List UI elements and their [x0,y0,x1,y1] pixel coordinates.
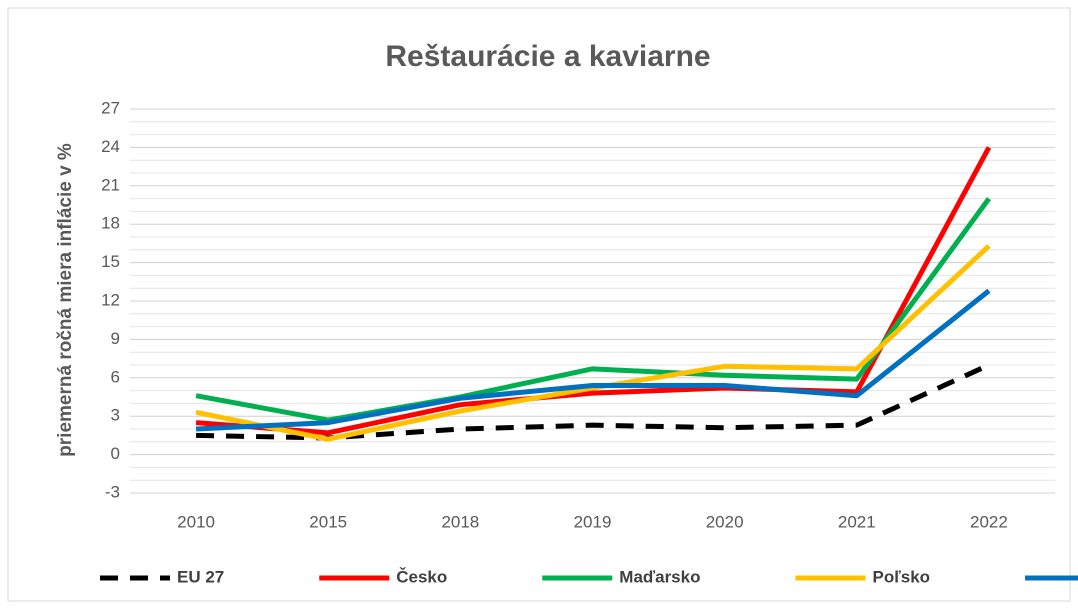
series-line [195,146,992,436]
x-tick-label: 2020 [706,512,744,531]
chart-title: Reštaurácie a kaviarne [385,40,710,73]
y-tick-label: 18 [101,214,120,233]
series-line [195,288,991,432]
y-tick-label: 21 [101,175,120,194]
y-tick-label: 6 [111,367,120,386]
y-tick-label: 0 [111,444,120,463]
x-tick-label: 2022 [970,512,1008,531]
x-tick-label: 2010 [177,512,215,531]
y-tick-label: 12 [101,290,120,309]
y-tick-label: 9 [111,329,120,348]
y-axis-label: priemerná ročná miera inflácie v % [55,143,76,457]
y-tick-label: 27 [101,98,120,117]
x-tick-label: 2021 [838,512,876,531]
x-tick-label: 2019 [574,512,612,531]
chart-frame [7,7,1071,602]
series-line [195,197,991,423]
legend-label: Česko [396,567,447,586]
legend-label: Maďarsko [619,567,700,586]
legend-label: EU 27 [177,567,224,586]
x-tick-label: 2015 [309,512,347,531]
series-line [195,244,991,442]
y-tick-label: 15 [101,252,120,271]
y-tick-label: 3 [111,406,120,425]
y-tick-label: -3 [105,482,120,501]
x-tick-label: 2018 [441,512,479,531]
y-tick-label: 24 [101,137,120,156]
legend-label: Poľsko [872,567,930,586]
